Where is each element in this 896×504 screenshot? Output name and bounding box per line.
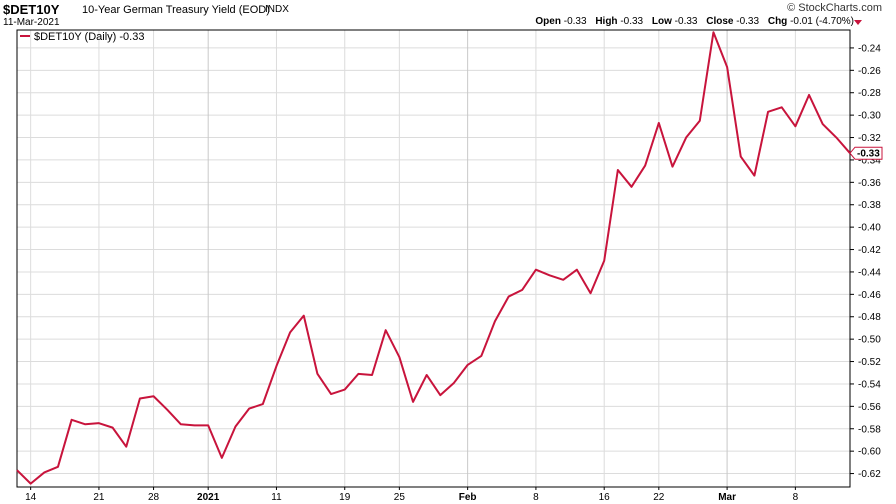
- ohlc-readout: Open -0.33 High -0.33 Low -0.33 Close -0…: [529, 16, 854, 27]
- x-tick-label: 28: [148, 492, 160, 503]
- y-tick-label: -0.62: [858, 469, 881, 480]
- x-tick-label: 2021: [197, 492, 220, 503]
- x-axis: 14 21 28 2021 11 19 25 Feb 8 16 22 Mar 8: [25, 487, 799, 503]
- date-label: 11-Mar-2021: [3, 17, 60, 28]
- x-tick-label: 11: [271, 492, 282, 503]
- y-tick-label: -0.48: [858, 312, 881, 323]
- open-label: Open: [535, 16, 561, 27]
- y-tick-label: -0.40: [858, 223, 881, 234]
- last-value-text: -0.33: [857, 149, 880, 160]
- low-value: -0.33: [674, 16, 698, 27]
- y-tick-label: -0.38: [858, 200, 881, 211]
- x-tick-label: 14: [25, 492, 37, 503]
- y-tick-label: -0.30: [858, 111, 881, 122]
- high-label: High: [595, 16, 618, 27]
- last-value-marker: -0.33: [849, 146, 883, 160]
- legend: $DET10Y (Daily) -0.33: [20, 31, 144, 43]
- chart-header: $DET10Y 10-Year German Treasury Yield (E…: [0, 0, 896, 30]
- y-tick-label: -0.46: [858, 290, 881, 301]
- exchange-label: INDX: [265, 4, 289, 15]
- x-tick-label: 8: [793, 492, 799, 503]
- y-tick-label: -0.28: [858, 88, 881, 99]
- x-tick-label: 16: [599, 492, 611, 503]
- y-tick-label: -0.42: [858, 245, 881, 256]
- x-tick-label: 8: [533, 492, 539, 503]
- x-tick-label: 21: [93, 492, 105, 503]
- down-arrow-icon: [854, 20, 862, 25]
- grid-lines: [17, 30, 850, 487]
- y-axis: -0.24 -0.26 -0.28 -0.30 -0.32 -0.34 -0.36 -0.38…: [850, 43, 881, 480]
- plot-frame: [16, 29, 851, 488]
- chg-value: -0.01 (-4.70%): [790, 16, 854, 27]
- x-tick-label: Mar: [718, 492, 736, 503]
- symbol-label: $DET10Y: [3, 2, 60, 17]
- x-tick-label: 22: [653, 492, 665, 503]
- y-tick-label: -0.36: [858, 178, 881, 189]
- low-label: Low: [651, 16, 672, 27]
- y-tick-label: -0.34: [858, 155, 881, 166]
- y-tick-label: -0.56: [858, 402, 881, 413]
- legend-text: $DET10Y (Daily) -0.33: [34, 31, 144, 43]
- open-value: -0.33: [563, 16, 587, 27]
- y-tick-label: -0.32: [858, 133, 881, 144]
- y-tick-label: -0.26: [858, 66, 881, 77]
- high-value: -0.33: [620, 16, 644, 27]
- close-value: -0.33: [736, 16, 760, 27]
- x-tick-label: 19: [339, 492, 351, 503]
- last-value-shape: [849, 146, 883, 160]
- brand-label: © StockCharts.com: [787, 2, 882, 14]
- y-tick-label: -0.60: [858, 447, 881, 458]
- chg-label: Chg: [767, 16, 788, 27]
- y-tick-label: -0.54: [858, 379, 881, 390]
- series-line: [16, 31, 851, 485]
- y-tick-label: -0.58: [858, 424, 881, 435]
- x-tick-label: Feb: [459, 492, 477, 503]
- y-tick-label: -0.50: [858, 335, 881, 346]
- chart-title: 10-Year German Treasury Yield (EOD): [82, 4, 270, 16]
- y-tick-label: -0.44: [858, 267, 881, 278]
- y-tick-label: -0.52: [858, 357, 881, 368]
- y-tick-label: -0.24: [858, 43, 881, 54]
- close-label: Close: [706, 16, 734, 27]
- x-tick-label: 25: [394, 492, 406, 503]
